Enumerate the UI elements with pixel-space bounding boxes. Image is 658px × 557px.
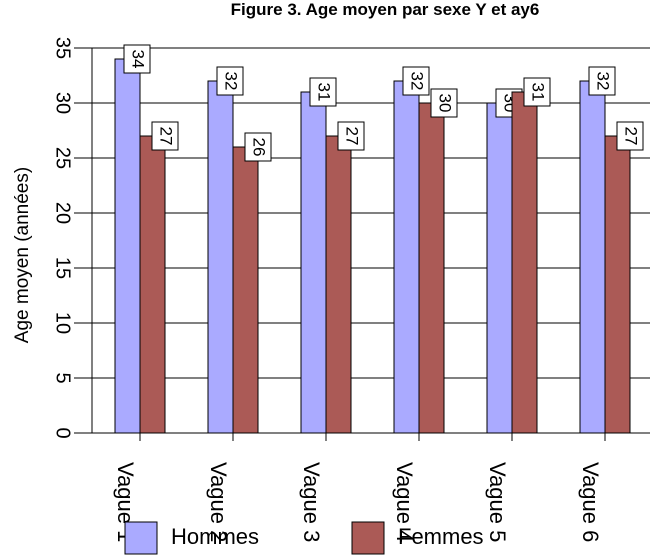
x-tick-label: Vague 6 bbox=[578, 462, 603, 542]
data-label: 27 bbox=[343, 127, 362, 146]
y-tick-label: 0 bbox=[52, 427, 74, 438]
bar-femmes-1 bbox=[139, 135, 166, 434]
bar-femmes-2 bbox=[232, 146, 259, 434]
x-tick-label: Vague 4 bbox=[392, 462, 417, 542]
y-axis: 0 5 10 15 20 25 30 35 bbox=[52, 37, 93, 439]
data-label-box bbox=[216, 66, 244, 96]
data-label: 31 bbox=[315, 83, 334, 102]
data-label: 32 bbox=[594, 72, 613, 91]
bar-femmes-6 bbox=[604, 135, 631, 434]
x-tick-label: Vague 3 bbox=[299, 462, 324, 542]
data-label: 32 bbox=[408, 72, 427, 91]
legend-label-hommes: Hommes bbox=[171, 524, 259, 549]
data-label-box bbox=[523, 77, 551, 107]
data-label-box bbox=[430, 88, 458, 118]
bar-femmes-3 bbox=[325, 135, 352, 434]
bar-hommes-1 bbox=[114, 58, 141, 434]
data-label: 30 bbox=[436, 94, 455, 113]
legend-swatch-hommes bbox=[124, 521, 158, 555]
data-label-box bbox=[337, 121, 365, 151]
data-label-box bbox=[244, 132, 272, 162]
y-tick-label: 25 bbox=[52, 147, 74, 169]
bar-hommes-4 bbox=[393, 80, 420, 434]
data-label: 34 bbox=[129, 50, 148, 69]
data-label: 31 bbox=[529, 83, 548, 102]
data-label: 27 bbox=[157, 127, 176, 146]
bar-hommes-2 bbox=[207, 80, 234, 434]
y-tick-label: 5 bbox=[52, 372, 74, 383]
x-tick-label: Vague 5 bbox=[485, 462, 510, 542]
data-label-box bbox=[402, 66, 430, 96]
legend-label-femmes: Femmes bbox=[398, 524, 484, 549]
x-axis: Vague 1 Vague 2 Vague 3 Vague 4 Vague 5 Vague… bbox=[92, 432, 650, 542]
data-label-box bbox=[123, 44, 151, 74]
legend: Hommes Femmes bbox=[124, 521, 484, 555]
data-label-box bbox=[309, 77, 337, 107]
bar-hommes-6 bbox=[579, 80, 606, 434]
chart-title: Figure 3. Age moyen par sexe Y et ay6 bbox=[231, 0, 540, 19]
y-tick-label: 30 bbox=[52, 92, 74, 114]
data-label: 27 bbox=[622, 127, 641, 146]
bar-hommes-3 bbox=[300, 91, 327, 434]
y-tick-label: 15 bbox=[52, 257, 74, 279]
x-tick-label: Vague 2 bbox=[206, 462, 231, 542]
y-tick-label: 10 bbox=[52, 312, 74, 334]
legend-swatch-femmes bbox=[351, 521, 385, 555]
data-label-box bbox=[151, 121, 179, 151]
data-label: 26 bbox=[250, 138, 269, 157]
gridlines bbox=[74, 47, 650, 434]
y-tick-label: 35 bbox=[52, 37, 74, 59]
data-label-box bbox=[616, 121, 644, 151]
bar-hommes-5 bbox=[486, 102, 513, 434]
y-tick-label: 20 bbox=[52, 202, 74, 224]
bar-femmes-5 bbox=[511, 91, 538, 434]
data-label-box bbox=[588, 66, 616, 96]
bar-femmes-4 bbox=[418, 102, 445, 434]
data-label: 32 bbox=[222, 72, 241, 91]
y-axis-title: Age moyen (années) bbox=[12, 167, 33, 343]
